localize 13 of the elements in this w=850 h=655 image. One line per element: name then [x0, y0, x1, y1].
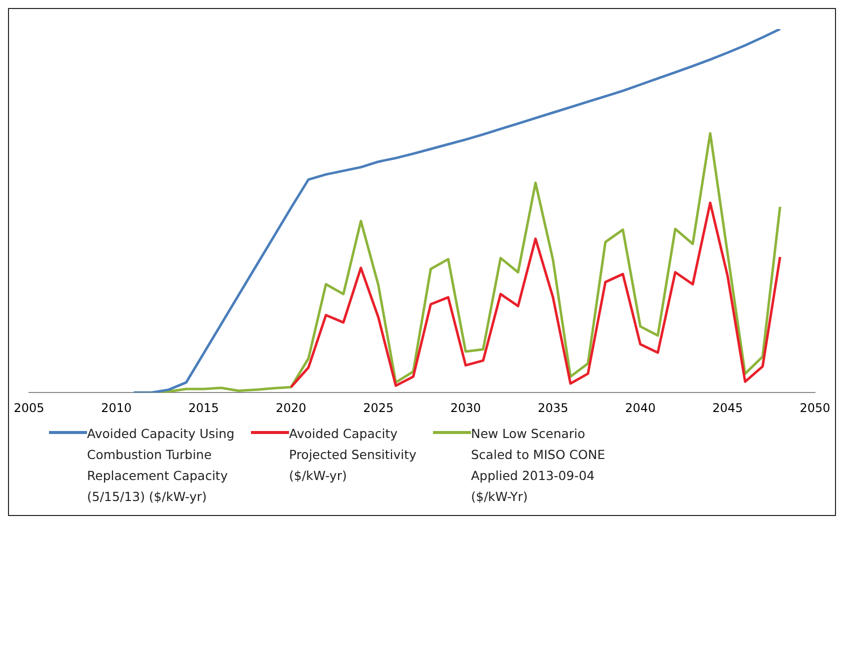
x-tick-label: 2020: [276, 400, 306, 415]
x-tick-label: 2030: [450, 400, 481, 415]
x-tick-label: 2050: [800, 400, 830, 415]
x-tick-label: 2025: [363, 400, 394, 415]
x-tick-label: 2015: [188, 400, 219, 415]
x-tick-label: 2005: [14, 400, 44, 415]
x-tick-label: 2010: [101, 400, 132, 415]
legend-label: Avoided Capacity Projected Sensitivity ($/kW-yr): [289, 425, 418, 485]
legend-label: Avoided Capacity Using Combustion Turbine Replacement Capacity (5/15/13) ($/kW-yr): [87, 425, 236, 506]
x-tick-label: 2035: [538, 400, 568, 415]
legend-label: New Low Scenario Scaled to MISO CONE Applied 2013-09-04 ($/kW-Yr): [471, 425, 606, 506]
x-tick-label: 2045: [712, 400, 743, 415]
x-tick-label: 2040: [625, 400, 656, 415]
